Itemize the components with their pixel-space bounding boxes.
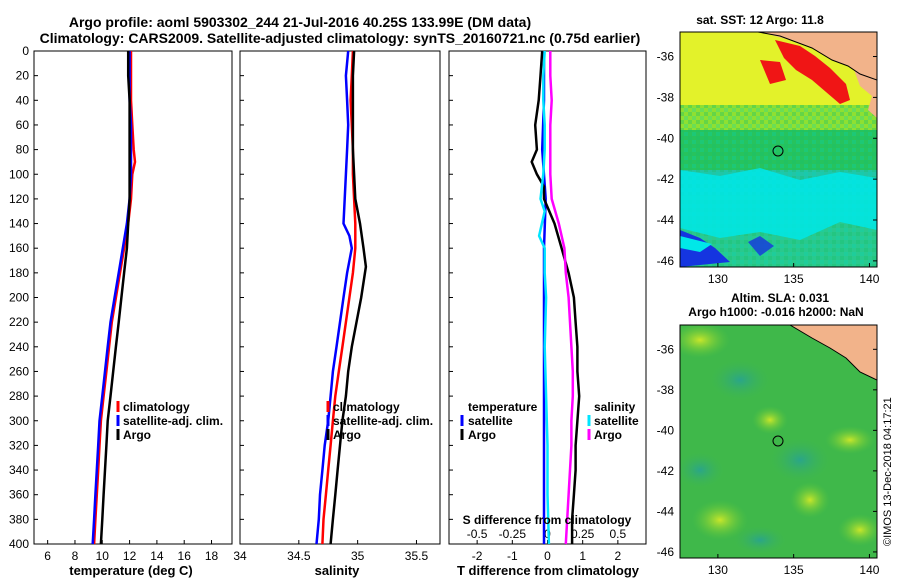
- y-tick-label: 340: [9, 463, 29, 477]
- salinity-legend: climatology satellite-adj. clim. Argo: [326, 400, 433, 442]
- legend-label-climatology: climatology: [333, 400, 400, 414]
- x2-tick-label: 0.25: [571, 527, 595, 541]
- figure-title-line1: Argo profile: aoml 5903302_244 21-Jul-20…: [69, 14, 531, 30]
- map-x-tick-label: 135: [784, 272, 804, 286]
- x-tick-label: 12: [123, 549, 137, 563]
- series-line-s-satellite: [537, 50, 551, 545]
- x-tick-label: 2: [615, 549, 622, 563]
- temperature-xlabel: temperature (deg C): [69, 563, 193, 578]
- legend-title-salinity: salinity: [594, 400, 636, 414]
- sst-map: [679, 31, 878, 268]
- series-line-argo: [99, 51, 131, 545]
- y-tick-label: 20: [16, 69, 30, 83]
- series-line-satellite-adj-clim-: [91, 51, 133, 545]
- x-tick-label: 34: [233, 549, 247, 563]
- map-y-tick-label: -44: [657, 504, 675, 518]
- sla-map: [679, 324, 878, 559]
- x-tick-label: 16: [178, 549, 192, 563]
- legend-label-t-argo: Argo: [468, 428, 496, 442]
- legend-label-climatology: climatology: [123, 400, 190, 414]
- figure-title-line2: Climatology: CARS2009. Satellite-adjuste…: [40, 30, 641, 46]
- map-y-tick-label: -42: [657, 172, 675, 186]
- s-difference-label: S difference from climatology: [463, 513, 632, 527]
- y-tick-label: 160: [9, 241, 29, 255]
- difference-xlabel: T difference from climatology: [457, 563, 640, 578]
- map-x-tick-label: 130: [708, 272, 728, 286]
- x-tick-label: 14: [150, 549, 164, 563]
- map-y-tick-label: -38: [657, 383, 675, 397]
- map-y-tick-label: -42: [657, 464, 675, 478]
- map-y-tick-label: -44: [657, 213, 675, 227]
- x-tick-label: 1: [579, 549, 586, 563]
- y-tick-label: 360: [9, 488, 29, 502]
- x-tick-label: 35.5: [405, 549, 429, 563]
- y-tick-label: 120: [9, 192, 29, 206]
- y-tick-label: 280: [9, 389, 29, 403]
- map-x-tick-label: 130: [708, 563, 728, 577]
- y-tick-label: 60: [16, 118, 30, 132]
- map-y-tick-label: -36: [657, 50, 675, 64]
- y-tick-label: 80: [16, 143, 30, 157]
- legend-label-t-satellite: satellite: [468, 414, 513, 428]
- y-tick-label: 0: [22, 44, 29, 58]
- sla-map-title: Altim. SLA: 0.031: [731, 291, 829, 305]
- series-line-t-satellite: [540, 51, 547, 544]
- difference-legend: temperature satellite Argo salinity sate…: [460, 400, 639, 442]
- credit-label: ©IMOS 13-Dec-2018 04:17:21: [882, 397, 894, 546]
- x-tick-label: -2: [472, 549, 483, 563]
- map-y-tick-label: -36: [657, 342, 675, 356]
- legend-label-s-argo: Argo: [594, 428, 622, 442]
- x2-tick-label: -0.5: [467, 527, 488, 541]
- x2-tick-label: -0.25: [499, 527, 527, 541]
- x-tick-label: 0: [544, 549, 551, 563]
- salinity-xlabel: salinity: [315, 563, 361, 578]
- y-tick-label: 180: [9, 266, 29, 280]
- map-y-tick-label: -46: [657, 545, 675, 559]
- y-tick-label: 40: [16, 93, 30, 107]
- x-tick-label: -1: [507, 549, 518, 563]
- y-tick-label: 220: [9, 315, 29, 329]
- map-x-tick-label: 140: [859, 563, 879, 577]
- map-x-tick-label: 135: [784, 563, 804, 577]
- map-y-tick-label: -46: [657, 254, 675, 268]
- y-tick-label: 300: [9, 414, 29, 428]
- y-tick-label: 140: [9, 217, 29, 231]
- legend-label-satellite: satellite-adj. clim.: [333, 414, 433, 428]
- argo-location-marker: [772, 435, 784, 447]
- x-tick-label: 18: [205, 549, 219, 563]
- x-tick-label: 8: [72, 549, 79, 563]
- sla-map-subtitle: Argo h1000: -0.016 h2000: NaN: [688, 305, 863, 319]
- y-tick-label: 100: [9, 167, 29, 181]
- salinity-axes: [239, 50, 441, 545]
- map-x-tick-label: 140: [859, 272, 879, 286]
- map-y-tick-label: -40: [657, 131, 675, 145]
- series-line-argo: [329, 50, 368, 545]
- legend-label-satellite: satellite-adj. clim.: [123, 414, 223, 428]
- y-tick-label: 380: [9, 512, 29, 526]
- legend-title-temperature: temperature: [468, 400, 538, 414]
- series-line-satellite-adj-clim-: [315, 50, 354, 545]
- y-tick-label: 260: [9, 364, 29, 378]
- legend-label-argo: Argo: [333, 428, 361, 442]
- y-tick-label: 200: [9, 291, 29, 305]
- series-line-climatology: [92, 51, 137, 545]
- series-line-s-argo: [549, 51, 575, 545]
- y-tick-label: 320: [9, 438, 29, 452]
- legend-label-s-satellite: satellite: [594, 414, 639, 428]
- x2-tick-label: 0.5: [610, 527, 627, 541]
- map-y-tick-label: -38: [657, 90, 675, 104]
- sst-map-title: sat. SST: 12 Argo: 11.8: [696, 13, 824, 27]
- x-tick-label: 35: [351, 549, 365, 563]
- x-tick-label: 34.5: [287, 549, 311, 563]
- x-tick-label: 6: [44, 549, 51, 563]
- argo-location-marker: [772, 145, 784, 157]
- y-tick-label: 240: [9, 340, 29, 354]
- x-tick-label: 10: [96, 549, 110, 563]
- legend-label-argo: Argo: [123, 428, 151, 442]
- y-tick-label: 400: [9, 537, 29, 551]
- map-y-tick-label: -40: [657, 423, 675, 437]
- temperature-legend: climatology satellite-adj. clim. Argo: [116, 400, 223, 442]
